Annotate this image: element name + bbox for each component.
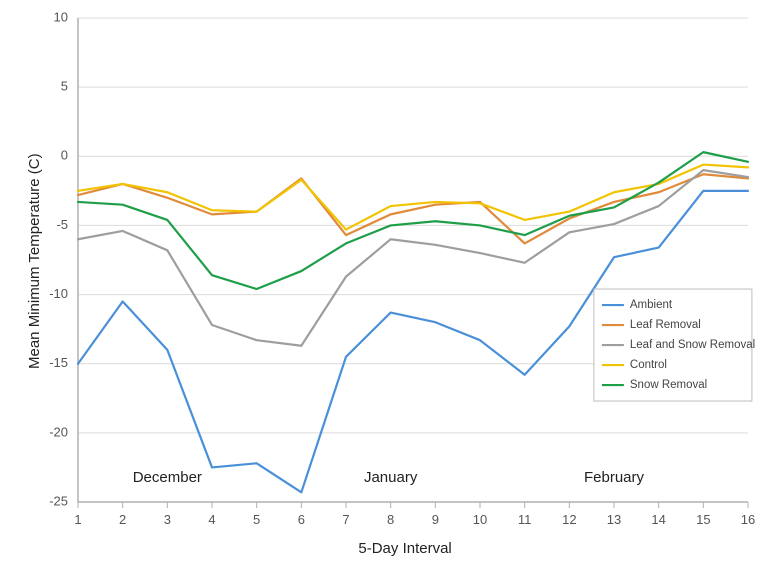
month-label: December: [133, 469, 202, 486]
svg-text:6: 6: [298, 512, 305, 527]
y-axis-title: Mean Minimum Temperature (C): [26, 154, 43, 370]
svg-text:14: 14: [651, 512, 665, 527]
svg-text:11: 11: [518, 512, 532, 527]
legend-label: Control: [630, 359, 667, 371]
svg-text:16: 16: [741, 512, 755, 527]
svg-text:10: 10: [473, 512, 487, 527]
svg-text:7: 7: [342, 512, 349, 527]
svg-text:3: 3: [164, 512, 171, 527]
legend: Ambient Leaf Removal Leaf and Snow Removal…: [594, 289, 755, 401]
svg-text:9: 9: [432, 512, 439, 527]
svg-text:1: 1: [74, 512, 81, 527]
chart-svg: -25-20-15-10-505101234567891011121314151…: [0, 0, 765, 566]
svg-text:15: 15: [696, 512, 710, 527]
temperature-line-chart: -25-20-15-10-505101234567891011121314151…: [0, 0, 765, 566]
svg-text:13: 13: [607, 512, 621, 527]
svg-text:-10: -10: [49, 286, 68, 301]
svg-text:-20: -20: [49, 424, 68, 439]
x-axis-title: 5-Day Interval: [358, 540, 451, 557]
month-label: January: [364, 469, 418, 486]
legend-label: Snow Removal: [630, 379, 707, 391]
svg-text:12: 12: [562, 512, 576, 527]
svg-text:5: 5: [61, 79, 68, 94]
svg-text:-5: -5: [56, 217, 68, 232]
svg-text:2: 2: [119, 512, 126, 527]
svg-text:0: 0: [61, 148, 68, 163]
svg-text:5: 5: [253, 512, 260, 527]
legend-label: Ambient: [630, 299, 673, 311]
svg-text:8: 8: [387, 512, 394, 527]
svg-text:10: 10: [54, 9, 68, 24]
legend-label: Leaf Removal: [630, 319, 701, 331]
svg-text:-15: -15: [49, 355, 68, 370]
svg-text:4: 4: [208, 512, 215, 527]
svg-text:-25: -25: [49, 493, 68, 508]
month-label: February: [584, 469, 645, 486]
legend-label: Leaf and Snow Removal: [630, 339, 755, 351]
